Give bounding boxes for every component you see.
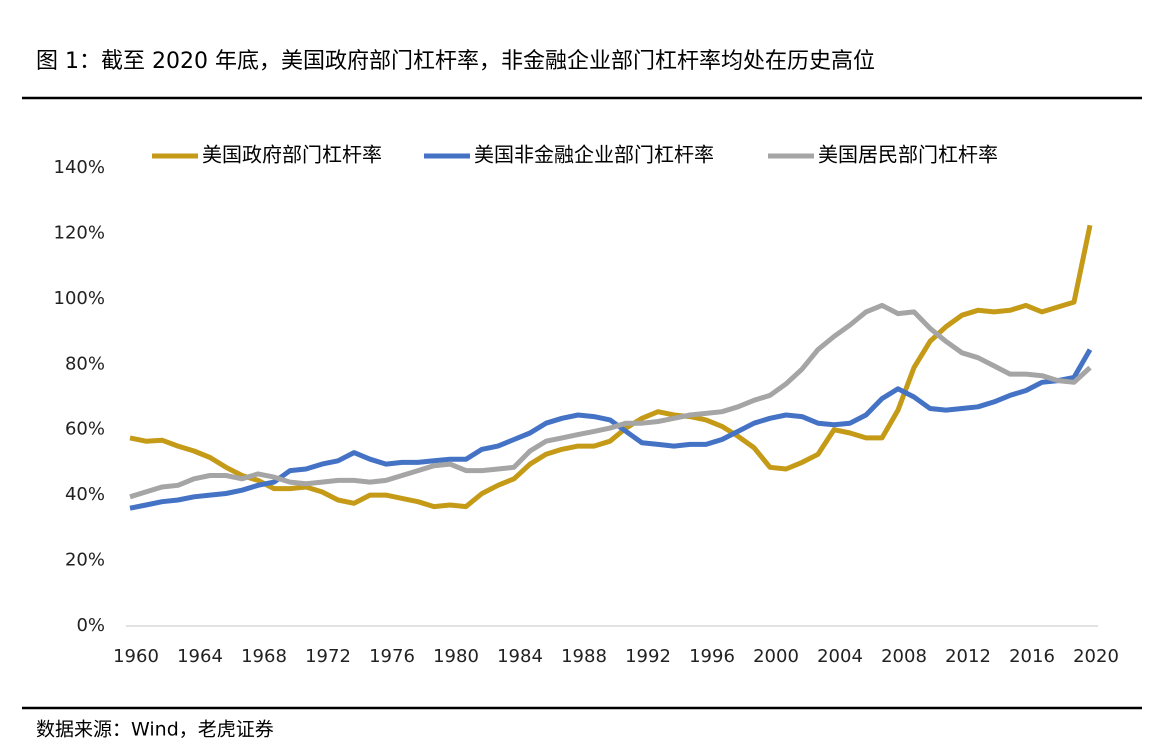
y-tick-label: 40% <box>65 484 105 505</box>
x-tick-label: 2012 <box>945 646 991 667</box>
y-tick-label: 140% <box>54 157 105 178</box>
chart-title: 图 1：截至 2020 年底，美国政府部门杠杆率，非金融企业部门杠杆率均处在历史… <box>36 49 875 74</box>
y-tick-label: 0% <box>76 615 105 636</box>
x-tick-label: 2004 <box>817 646 863 667</box>
legend-label: 美国非金融企业部门杠杆率 <box>474 143 714 167</box>
x-tick-label: 1960 <box>113 646 159 667</box>
x-tick-label: 1972 <box>305 646 351 667</box>
x-tick-label: 1988 <box>561 646 607 667</box>
x-tick-label: 1984 <box>497 646 543 667</box>
y-tick-label: 60% <box>65 419 105 440</box>
series-line <box>129 302 1092 500</box>
y-tick-label: 100% <box>54 288 105 309</box>
source: 数据来源：Wind，老虎证券 <box>36 719 274 741</box>
x-tick-label: 1992 <box>625 646 671 667</box>
x-tick-label: 2016 <box>1009 646 1055 667</box>
x-tick-label: 2008 <box>881 646 927 667</box>
series-line <box>129 224 1093 510</box>
x-tick-label: 1968 <box>241 646 287 667</box>
legend-label: 美国居民部门杠杆率 <box>818 143 998 167</box>
y-tick-label: 80% <box>65 353 105 374</box>
series-line <box>129 348 1093 511</box>
x-tick-label: 1964 <box>177 646 223 667</box>
legend-label: 美国政府部门杠杆率 <box>202 143 382 167</box>
x-tick-label: 2000 <box>753 646 799 667</box>
x-tick-label: 1976 <box>369 646 415 667</box>
x-tick-label: 2020 <box>1073 646 1119 667</box>
x-tick-label: 1980 <box>433 646 479 667</box>
y-tick-label: 120% <box>54 222 105 243</box>
y-tick-label: 20% <box>65 550 105 571</box>
x-tick-label: 1996 <box>689 646 735 667</box>
